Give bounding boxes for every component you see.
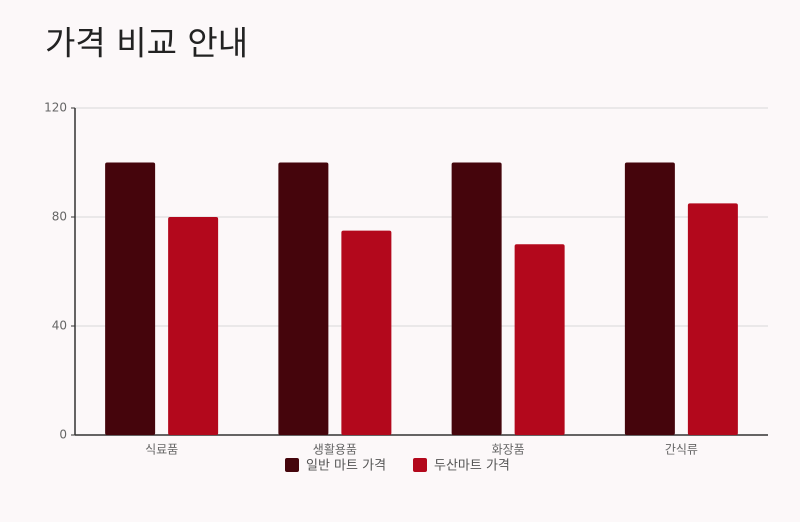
x-tick-label: 생활용품 [313,443,357,457]
legend-text: 일반 마트 가격 [306,459,386,474]
y-tick-label: 0 [59,428,67,442]
bar [687,203,738,435]
bar [341,230,392,435]
chart-title: 가격 비교 안내 [45,24,248,63]
legend-text: 두산마트 가격 [434,459,510,474]
x-tick-label: 식료품 [145,443,178,457]
legend-swatch [413,458,427,472]
y-tick-label: 80 [52,210,67,224]
y-tick-label: 40 [52,319,67,333]
bar [514,244,565,435]
bar [168,217,219,435]
x-tick-label: 화장품 [492,443,525,457]
legend-swatch [285,458,299,472]
bar [624,162,675,435]
x-tick-label: 간식류 [665,443,698,457]
bar [105,162,156,435]
bar [451,162,502,435]
y-tick-label: 120 [44,101,67,115]
bar [278,162,329,435]
